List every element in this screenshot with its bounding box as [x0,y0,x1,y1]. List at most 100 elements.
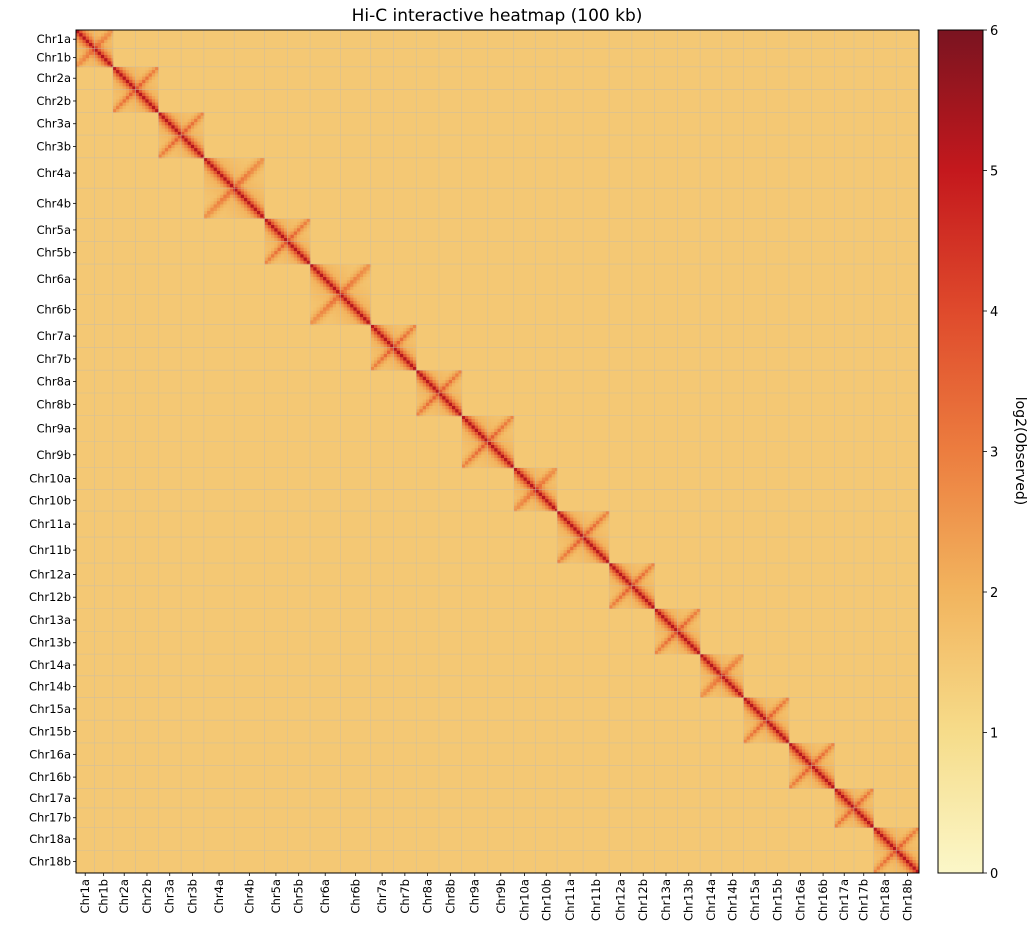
heatmap-cell [135,89,140,94]
heatmap-cell [220,177,224,182]
heatmap-cell [287,218,291,223]
heatmap-cell [190,148,195,152]
heatmap-cell [432,370,437,374]
heatmap-cell [396,366,401,371]
heatmap-cell [883,827,887,832]
heatmap-cell [319,283,324,288]
heatmap-cell [332,286,337,291]
heatmap-cell [772,723,777,728]
heatmap-cell [873,837,878,841]
heatmap-cell [383,360,388,365]
heatmap-cell [513,492,518,497]
heatmap-cell [896,853,900,858]
heatmap-cell [458,370,463,374]
x-tick-label: Chr16a [793,879,807,921]
heatmap-cell [670,628,675,632]
heatmap-cell [500,438,505,443]
heatmap-cell [271,225,275,229]
heatmap-cell [618,572,623,577]
heatmap-cell [651,605,656,610]
heatmap-cell [602,533,607,538]
heatmap-cell [674,618,678,623]
heatmap-cell [319,277,324,281]
heatmap-cell [625,598,630,603]
heatmap-cell [339,273,341,278]
heatmap-cell [363,320,367,325]
heatmap-cell [263,187,265,189]
heatmap-cell [795,749,800,754]
heatmap-cell [373,337,378,342]
heatmap-cell [243,161,248,165]
heatmap-cell [798,759,803,763]
heatmap-cell [824,749,829,754]
heatmap-cell [216,217,221,219]
heatmap-cell [805,762,809,767]
heatmap-cell [586,546,590,551]
heatmap-cell [220,167,224,172]
heatmap-cell [683,621,688,626]
heatmap-cell [104,39,108,44]
heatmap-cell [194,118,198,123]
heatmap-cell [458,379,463,384]
heatmap-cell [866,801,871,806]
heatmap-cell [107,33,112,37]
heatmap-cell [792,752,796,757]
heatmap-cell [233,164,235,169]
heatmap-cell [203,204,208,209]
heatmap-cell [644,602,649,606]
heatmap-cell [168,115,172,120]
heatmap-cell [821,778,826,783]
heatmap-cell [484,461,489,465]
heatmap-cell [386,337,391,342]
heatmap-cell [110,30,114,34]
heatmap-cell [615,563,620,567]
heatmap-cell [97,33,102,37]
heatmap-cell [393,344,398,348]
heatmap-cell [306,218,311,223]
heatmap-cell [599,514,603,518]
heatmap-cell [448,402,453,407]
heatmap-cell [579,546,584,551]
heatmap-cell [628,585,633,590]
heatmap-cell [271,247,275,252]
heatmap-cell [184,151,188,156]
heatmap-cell [696,621,701,626]
heatmap-cell [89,46,93,49]
heatmap-cell [772,729,777,734]
heatmap-cell [779,703,783,708]
heatmap-cell [164,141,169,146]
heatmap-cell [886,840,891,845]
heatmap-cell [749,736,754,741]
heatmap-cell [129,70,133,74]
heatmap-cell [775,729,780,734]
heatmap-cell [906,853,910,858]
heatmap-cell [240,217,245,219]
heatmap-cell [909,840,913,845]
heatmap-cell [504,415,508,420]
heatmap-cell [329,297,334,302]
heatmap-cell [458,389,463,394]
heatmap-cell [557,553,561,557]
heatmap-cell [329,307,334,312]
heatmap-cell [805,781,809,786]
heatmap-cell [190,138,195,142]
heatmap-cell [651,585,656,590]
heatmap-cell [145,99,149,103]
heatmap-cell [484,432,489,436]
colorbar-tick-label: 4 [990,305,998,320]
heatmap-cell [741,688,744,693]
heatmap-cell [435,409,440,413]
heatmap-cell [693,637,698,642]
heatmap-cell [316,293,321,295]
heatmap-cell [651,582,656,587]
heatmap-cell [517,489,521,494]
heatmap-cell [766,723,770,728]
heatmap-cell [596,546,600,551]
heatmap-cell [187,131,192,136]
heatmap-cell [535,492,540,497]
heatmap-cell [879,840,884,845]
heatmap-cell [89,30,93,34]
heatmap-cell [683,608,688,613]
heatmap-cell [599,540,603,544]
heatmap-cell [323,304,327,308]
